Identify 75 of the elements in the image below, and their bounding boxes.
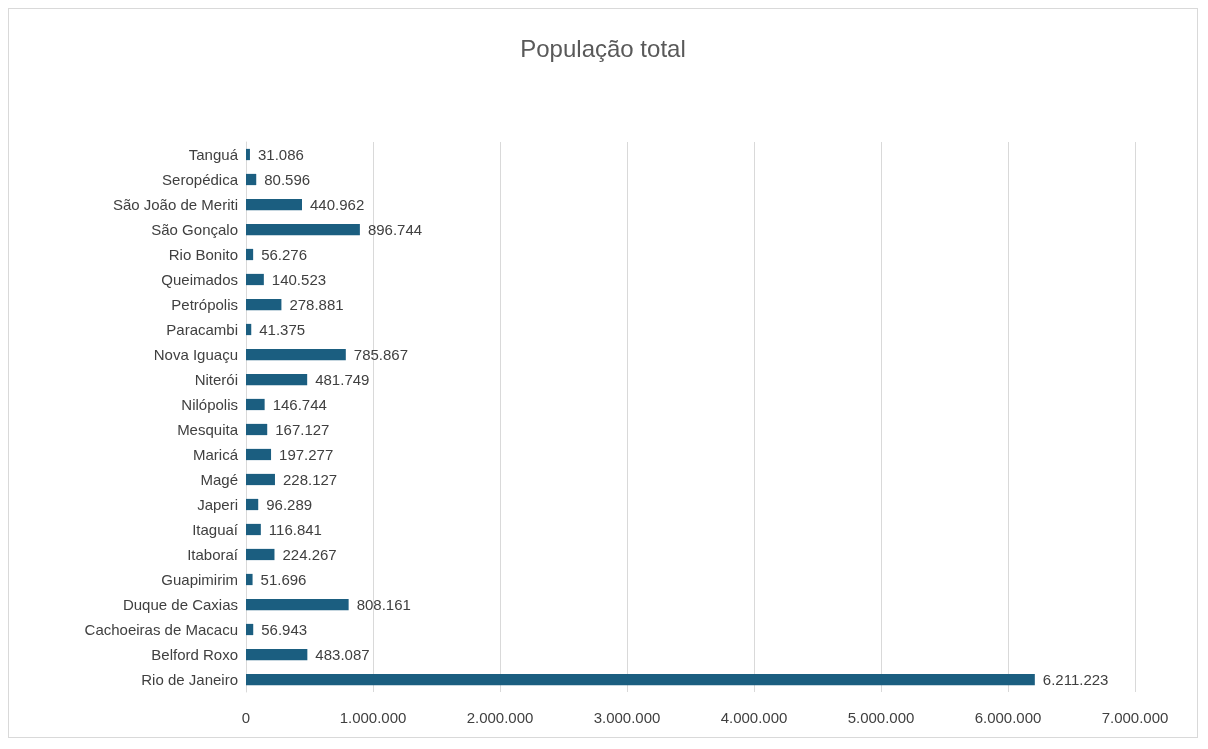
data-label: 140.523 <box>271 271 327 288</box>
y-tick-label: São João de Meriti <box>112 196 238 213</box>
y-tick-label: Japeri <box>197 496 238 513</box>
data-label: 228.127 <box>282 471 338 488</box>
y-tick-label: Itaboraí <box>187 546 239 563</box>
y-tick-label: Paracambi <box>166 321 238 338</box>
bar <box>246 548 275 561</box>
y-tick-label: Rio de Janeiro <box>141 671 238 688</box>
data-label: 808.161 <box>356 596 411 613</box>
bar <box>246 173 257 186</box>
y-tick-label: Petrópolis <box>171 296 238 313</box>
bar <box>246 598 349 611</box>
y-tick-label: Rio Bonito <box>168 246 238 263</box>
bar <box>246 223 360 236</box>
bar <box>246 623 254 636</box>
data-label: 440.962 <box>310 196 365 213</box>
data-label: 56.276 <box>261 246 308 263</box>
data-label: 481.749 <box>315 371 370 388</box>
y-tick-label: Tanguá <box>188 146 239 163</box>
y-tick-label: Maricá <box>192 446 239 463</box>
bar <box>246 423 268 436</box>
data-label: 167.127 <box>275 421 330 438</box>
y-tick-label: Duque de Caxias <box>122 596 238 613</box>
y-tick-label: Cachoeiras de Macacu <box>84 621 238 638</box>
bar <box>246 448 272 461</box>
bar <box>246 198 302 211</box>
bar <box>246 373 308 386</box>
y-tick-label: Itaguaí <box>192 521 239 538</box>
data-label: 51.696 <box>260 571 307 588</box>
data-label: 785.867 <box>353 346 409 363</box>
x-tick-label: 1.000.000 <box>339 709 407 726</box>
data-label: 80.596 <box>264 171 311 188</box>
y-tick-label: Magé <box>200 471 238 488</box>
data-label: 31.086 <box>257 146 304 163</box>
data-label: 278.881 <box>289 296 344 313</box>
data-label: 146.744 <box>272 396 327 413</box>
x-tick-label: 4.000.000 <box>720 709 788 726</box>
data-label: 896.744 <box>367 221 423 238</box>
data-label: 116.841 <box>268 521 322 538</box>
y-tick-label: Niterói <box>194 371 238 388</box>
x-tick-label: 0 <box>241 709 251 726</box>
x-tick-label: 2.000.000 <box>466 709 534 726</box>
bar <box>246 498 259 511</box>
bar <box>246 648 308 661</box>
data-label: 197.277 <box>279 446 334 463</box>
bar <box>246 398 265 411</box>
x-tick-label: 7.000.000 <box>1101 709 1169 726</box>
y-tick-label: Seropédica <box>162 171 239 188</box>
bar <box>246 673 1035 686</box>
y-tick-label: São Gonçalo <box>151 221 238 238</box>
data-label: 483.087 <box>315 646 370 663</box>
bar <box>246 248 254 261</box>
data-label: 56.943 <box>261 621 308 638</box>
bar <box>246 273 264 286</box>
y-tick-label: Belford Roxo <box>151 646 238 663</box>
data-label: 96.289 <box>266 496 313 513</box>
x-tick-label: 6.000.000 <box>974 709 1042 726</box>
bar <box>246 523 261 536</box>
y-tick-label: Nova Iguaçu <box>153 346 238 363</box>
bar <box>246 323 252 336</box>
bar <box>246 348 346 361</box>
bar <box>246 473 275 486</box>
bar <box>246 148 250 161</box>
y-tick-label: Nilópolis <box>181 396 238 413</box>
y-tick-label: Queimados <box>161 271 238 288</box>
x-tick-label: 5.000.000 <box>847 709 915 726</box>
bar <box>246 573 253 586</box>
y-tick-label: Guapimirim <box>161 571 238 588</box>
bar <box>246 298 282 311</box>
data-label: 6.211.223 <box>1042 671 1109 688</box>
data-label: 224.267 <box>282 546 337 563</box>
chart-title: População total <box>520 34 686 62</box>
y-tick-label: Mesquita <box>177 421 239 438</box>
x-tick-label: 3.000.000 <box>593 709 661 726</box>
data-label: 41.375 <box>259 321 306 338</box>
